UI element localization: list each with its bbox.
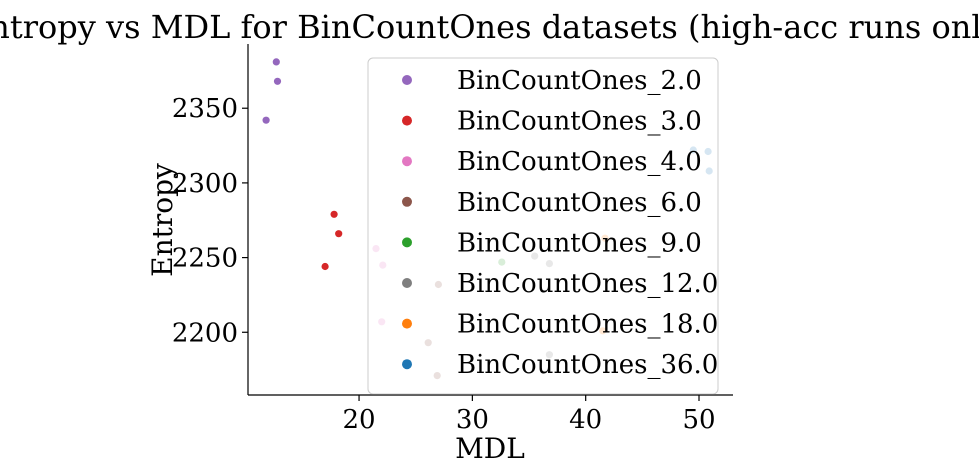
legend-label-bincountones-4-0: BinCountOnes_4.0 bbox=[457, 147, 702, 177]
legend-marker-bincountones-12-0 bbox=[402, 278, 412, 288]
legend-label-bincountones-9-0: BinCountOnes_9.0 bbox=[457, 228, 702, 258]
legend-marker-bincountones-4-0 bbox=[402, 156, 412, 167]
legend-label-bincountones-6-0: BinCountOnes_6.0 bbox=[457, 188, 702, 218]
legend-label-bincountones-3-0: BinCountOnes_3.0 bbox=[457, 107, 702, 137]
y-tick-label-2300: 2300 bbox=[172, 169, 238, 199]
point-bincountones-3-0-3 bbox=[321, 262, 329, 271]
legend-marker-bincountones-9-0 bbox=[402, 237, 412, 248]
x-tick-label-20: 20 bbox=[343, 405, 376, 435]
x-tick-label-50: 50 bbox=[682, 405, 715, 435]
x-tick-label-40: 40 bbox=[569, 405, 602, 435]
legend-marker-bincountones-2-0 bbox=[402, 75, 412, 85]
legend-label-bincountones-36-0: BinCountOnes_36.0 bbox=[457, 350, 718, 380]
legend: BinCountOnes_2.0 BinCountOnes_3.0 BinCount… bbox=[367, 57, 719, 395]
y-axis-label: Entropy bbox=[146, 163, 179, 277]
point-bincountones-2-0-1 bbox=[272, 58, 280, 66]
legend-marker-bincountones-3-0 bbox=[402, 115, 412, 126]
legend-marker-bincountones-6-0 bbox=[402, 196, 412, 207]
x-tick-label-30: 30 bbox=[456, 405, 489, 435]
y-tick-label-2200: 2200 bbox=[172, 318, 238, 348]
y-tick-label-2250: 2250 bbox=[172, 244, 238, 274]
legend-marker-bincountones-18-0 bbox=[402, 318, 412, 329]
legend-label-bincountones-2-0: BinCountOnes_2.0 bbox=[457, 66, 702, 96]
legend-label-bincountones-12-0: BinCountOnes_12.0 bbox=[457, 269, 718, 299]
ticks-layer: 20 30 40 50 2200 2250 2300 2350 bbox=[172, 94, 716, 435]
point-bincountones-2-0-3 bbox=[262, 116, 270, 124]
point-bincountones-2-0-2 bbox=[273, 77, 282, 85]
legend-box bbox=[367, 57, 719, 395]
legend-label-bincountones-18-0: BinCountOnes_18.0 bbox=[457, 310, 718, 340]
point-bincountones-3-0-1 bbox=[330, 210, 338, 218]
x-axis-label: MDL bbox=[455, 432, 525, 465]
y-tick-label-2350: 2350 bbox=[172, 94, 238, 124]
legend-marker-bincountones-36-0 bbox=[402, 359, 412, 370]
point-bincountones-3-0-2 bbox=[335, 230, 343, 238]
chart-title: Entropy vs MDL for BinCountOnes datasets… bbox=[0, 8, 979, 46]
